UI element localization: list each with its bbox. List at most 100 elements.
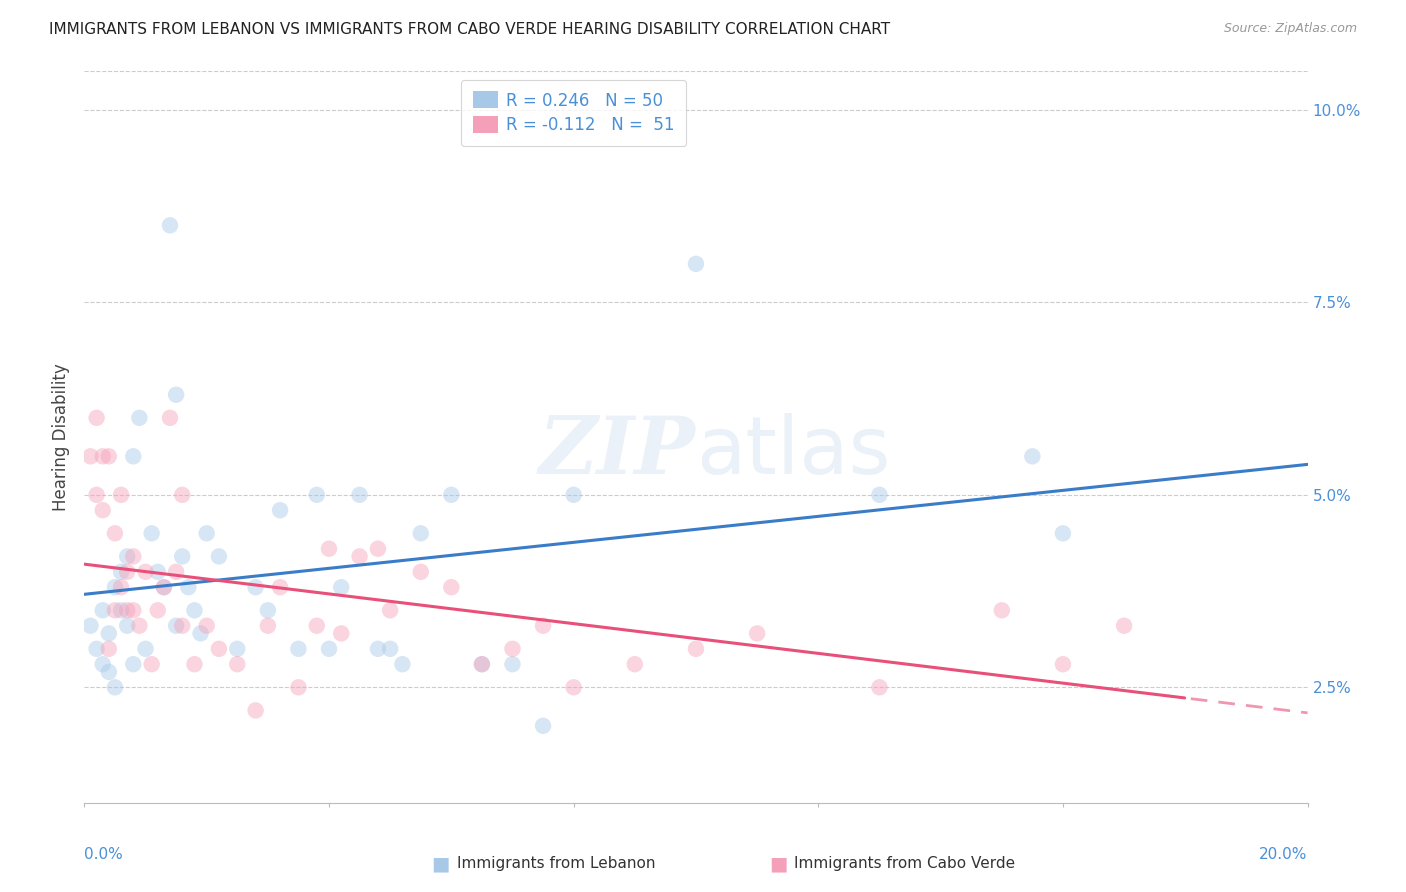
Point <box>502 641 524 656</box>
Legend: R = 0.246   N = 50, R = -0.112   N =  51: R = 0.246 N = 50, R = -0.112 N = 51 <box>461 79 686 146</box>
Point <box>86 410 108 425</box>
Point <box>104 580 127 594</box>
Point <box>135 641 157 656</box>
Point <box>86 641 108 656</box>
Point <box>1052 657 1074 672</box>
Point <box>104 681 127 695</box>
Point <box>110 580 132 594</box>
Text: IMMIGRANTS FROM LEBANON VS IMMIGRANTS FROM CABO VERDE HEARING DISABILITY CORRELA: IMMIGRANTS FROM LEBANON VS IMMIGRANTS FR… <box>49 22 890 37</box>
Point <box>330 580 353 594</box>
Point <box>115 565 138 579</box>
Point <box>562 681 585 695</box>
Text: Immigrants from Cabo Verde: Immigrants from Cabo Verde <box>794 856 1015 871</box>
Point <box>349 549 371 564</box>
Point <box>991 603 1014 617</box>
Point <box>531 719 554 733</box>
Point <box>91 603 114 617</box>
Point <box>257 603 280 617</box>
Point <box>1052 526 1074 541</box>
Text: Immigrants from Lebanon: Immigrants from Lebanon <box>457 856 655 871</box>
Point <box>195 618 218 632</box>
Point <box>471 657 494 672</box>
Point <box>97 641 120 656</box>
Point <box>747 626 769 640</box>
Point <box>153 580 176 594</box>
Text: atlas: atlas <box>696 413 890 491</box>
Point <box>141 657 163 672</box>
Point <box>172 488 194 502</box>
Text: ■: ■ <box>769 854 787 873</box>
Point <box>177 580 200 594</box>
Point <box>245 580 267 594</box>
Point <box>245 703 267 717</box>
Point <box>97 450 120 464</box>
Point <box>97 626 120 640</box>
Point <box>122 603 145 617</box>
Point <box>183 603 205 617</box>
Point <box>380 603 402 617</box>
Point <box>380 641 402 656</box>
Text: ZIP: ZIP <box>538 413 696 491</box>
Point <box>115 549 138 564</box>
Point <box>91 503 114 517</box>
Point <box>91 450 114 464</box>
Point <box>146 603 169 617</box>
Point <box>110 488 132 502</box>
Point <box>305 618 328 632</box>
Point <box>146 565 169 579</box>
Point <box>1114 618 1136 632</box>
Point <box>122 657 145 672</box>
Point <box>159 219 181 233</box>
Point <box>440 580 463 594</box>
Point <box>115 603 138 617</box>
Point <box>128 410 150 425</box>
Point <box>367 541 389 556</box>
Text: 20.0%: 20.0% <box>1260 847 1308 862</box>
Point <box>269 580 291 594</box>
Point <box>409 526 432 541</box>
Point <box>367 641 389 656</box>
Point <box>172 618 194 632</box>
Point <box>141 526 163 541</box>
Point <box>869 488 891 502</box>
Point <box>685 641 707 656</box>
Point <box>531 618 554 632</box>
Point <box>97 665 120 679</box>
Point <box>104 526 127 541</box>
Point <box>115 618 138 632</box>
Point <box>257 618 280 632</box>
Point <box>409 565 432 579</box>
Point <box>208 641 231 656</box>
Point <box>135 565 157 579</box>
Point <box>110 565 132 579</box>
Point <box>287 681 309 695</box>
Point <box>1021 450 1043 464</box>
Point <box>153 580 176 594</box>
Point <box>79 618 101 632</box>
Point <box>318 541 340 556</box>
Point <box>502 657 524 672</box>
Point <box>624 657 647 672</box>
Point <box>226 657 249 672</box>
Point <box>195 526 218 541</box>
Text: Source: ZipAtlas.com: Source: ZipAtlas.com <box>1223 22 1357 36</box>
Y-axis label: Hearing Disability: Hearing Disability <box>52 363 70 511</box>
Point <box>86 488 108 502</box>
Point <box>165 618 187 632</box>
Point <box>869 681 891 695</box>
Point <box>190 626 212 640</box>
Point <box>183 657 205 672</box>
Point <box>391 657 413 672</box>
Point <box>128 618 150 632</box>
Point <box>287 641 309 656</box>
Point <box>330 626 353 640</box>
Point <box>165 388 187 402</box>
Point <box>208 549 231 564</box>
Text: ■: ■ <box>432 854 450 873</box>
Point <box>318 641 340 656</box>
Text: 0.0%: 0.0% <box>84 847 124 862</box>
Point <box>79 450 101 464</box>
Point <box>165 565 187 579</box>
Point <box>471 657 494 672</box>
Point <box>122 549 145 564</box>
